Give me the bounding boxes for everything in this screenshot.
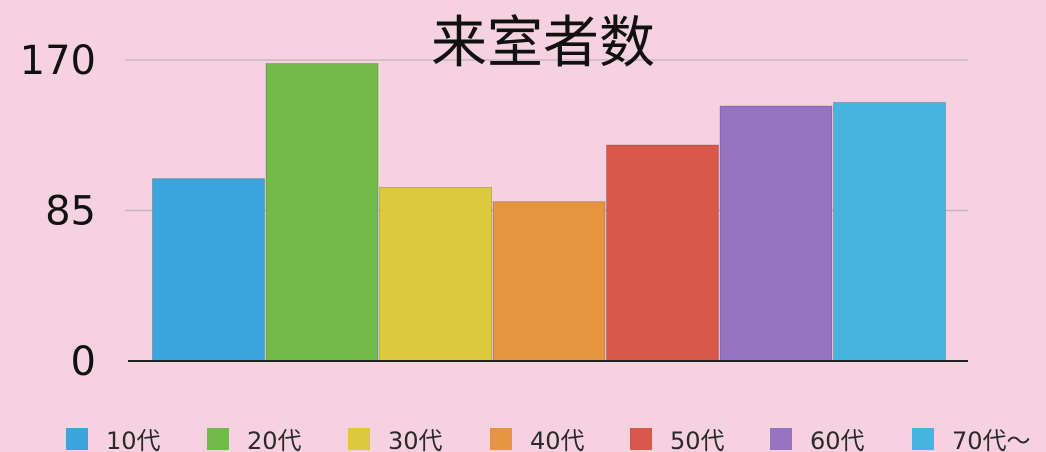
legend-swatch	[207, 428, 229, 450]
y-tick-label: 170	[20, 38, 96, 84]
legend-label: 20代	[247, 427, 302, 452]
bar-3	[379, 186, 492, 362]
bar-7	[833, 101, 946, 362]
bar-6	[719, 105, 833, 362]
bars	[152, 63, 946, 362]
legend-swatch	[912, 428, 934, 450]
legend-label: 10代	[106, 427, 161, 452]
legend-label: 40代	[530, 427, 585, 452]
legend-swatch	[490, 428, 512, 450]
legend-swatch	[66, 428, 88, 450]
legend: 10代 20代 30代 40代 50代 60代 70代〜	[66, 427, 1031, 452]
chart-title: 来室者数	[431, 11, 655, 76]
legend-label: 70代〜	[952, 427, 1031, 452]
legend-label: 60代	[810, 427, 865, 452]
bar-1	[152, 178, 265, 362]
legend-swatch	[630, 428, 652, 450]
y-tick-label: 85	[45, 189, 96, 235]
bar-5	[606, 144, 719, 362]
bar-4	[492, 201, 606, 362]
legend-swatch	[348, 428, 370, 450]
y-axis-ticks: 0 85 170	[20, 38, 96, 385]
legend-label: 30代	[388, 427, 443, 452]
y-tick-label: 0	[71, 339, 96, 385]
legend-swatch	[770, 428, 792, 450]
legend-label: 50代	[670, 427, 725, 452]
bar-2	[265, 63, 379, 362]
